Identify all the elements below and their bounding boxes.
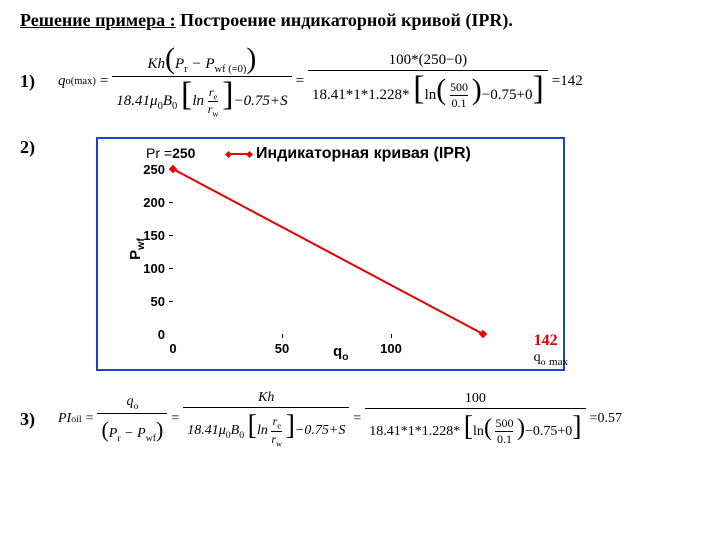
t: r — [117, 432, 120, 443]
eq1-lhs-sub: o(max) — [66, 76, 96, 87]
t: S — [280, 93, 288, 109]
row-eq3: 3) PIoil = qo (Pr − Pwf) = Kh 18.41μ0B0 … — [20, 389, 700, 449]
chart-title-text: Индикаторная кривая (IPR) — [256, 145, 471, 163]
t: ln — [192, 93, 204, 109]
xtick: 0 — [169, 341, 176, 356]
t: r — [184, 64, 188, 75]
t: Kh — [148, 56, 166, 72]
eq3-result: =0.57 — [590, 411, 622, 427]
eq3: PIoil = qo (Pr − Pwf) = Kh 18.41μ0B0 [ln… — [58, 389, 626, 449]
t: Kh — [254, 389, 278, 407]
t: 18.41*1*1.228* — [312, 87, 410, 103]
ytick: 50 — [135, 294, 165, 309]
title-rest: Построение индикаторной кривой (IPR). — [176, 10, 513, 30]
step3-label: 3) — [20, 409, 48, 430]
t: 500 — [495, 416, 513, 431]
pr-label: Pr =250 — [146, 145, 195, 161]
t: ln — [425, 87, 437, 103]
chart-title: Индикаторная кривая (IPR) — [228, 145, 471, 163]
plot-area: 250 200 150 100 50 0 0 50 100 — [173, 169, 483, 334]
ytick: 200 — [135, 195, 165, 210]
t: 0 — [172, 101, 177, 112]
qmax-label: 142 qo max — [534, 332, 568, 368]
t: 0.1 — [452, 96, 467, 111]
page-title: Решение примера : Построение индикаторно… — [20, 10, 700, 31]
eq1-frac1: Kh(Pr − Pwf (=0)) 18.41μ0B0 [ln rerw ]−0… — [112, 43, 291, 119]
t: P — [137, 426, 146, 441]
ytick: 100 — [135, 261, 165, 276]
data-point — [479, 330, 487, 338]
eq3-frac3: 100 18.41*1*1.228* [ln( 5000.1 )−0.75+0] — [365, 390, 585, 448]
step1-label: 1) — [20, 71, 48, 92]
t: oil — [71, 414, 81, 425]
ipr-chart: Pr =250 Индикаторная кривая (IPR) Pwf 25… — [96, 137, 565, 371]
ipr-line — [173, 169, 483, 334]
eq3-frac1: qo (Pr − Pwf) — [97, 393, 167, 446]
t: 100*(250−0) — [385, 51, 471, 70]
ytick: 150 — [135, 228, 165, 243]
eq1: qo(max) = Kh(Pr − Pwf (=0)) 18.41μ0B0 [l… — [58, 43, 587, 119]
ytick: 0 — [135, 327, 165, 342]
t: o — [133, 401, 138, 412]
t: S — [338, 423, 345, 438]
t: B — [163, 93, 172, 109]
eq3-lhs: PI — [58, 411, 71, 427]
t: 100 — [461, 390, 490, 408]
t: re — [209, 85, 217, 101]
t: −0.75+ — [234, 93, 281, 109]
t: 18.41*1*1.228* — [369, 424, 460, 439]
chart-svg — [173, 169, 483, 334]
t: 0 — [239, 430, 244, 441]
t: ln — [473, 424, 484, 439]
qmax-value: 142 — [534, 332, 558, 349]
eq1-lhs: q — [58, 73, 66, 90]
xtick: 50 — [275, 341, 289, 356]
eq3-frac2: Kh 18.41μ0B0 [ln rerw ]−0.75+S — [183, 389, 349, 449]
xtick: 100 — [380, 341, 402, 356]
ytick: 250 — [135, 162, 165, 177]
title-underline: Решение примера : — [20, 10, 176, 30]
t: rw — [208, 102, 219, 118]
t: B — [231, 423, 240, 438]
row-eq1: 1) qo(max) = Kh(Pr − Pwf (=0)) 18.41μ0B0… — [20, 43, 700, 119]
row-chart: 2) Pr =250 Индикаторная кривая (IPR) Pwf… — [20, 137, 700, 371]
t: −0.75+0 — [525, 424, 572, 439]
eq1-frac2: 100*(250−0) 18.41*1*1.228* [ln( 5000.1 )… — [308, 51, 548, 112]
t: 18.41μ — [116, 93, 157, 109]
t: wf (=0) — [214, 64, 246, 75]
t: 18.41μ — [187, 423, 226, 438]
t: rw — [271, 432, 282, 448]
t: P — [175, 56, 184, 72]
t: 500 — [450, 80, 468, 95]
x-axis-label: qo — [333, 343, 349, 363]
t: 0.1 — [497, 432, 512, 447]
step2-label: 2) — [20, 137, 48, 158]
t: ln — [257, 423, 268, 438]
t: −0.75+ — [295, 423, 338, 438]
legend-marker — [228, 153, 250, 155]
eq1-result: =142 — [552, 73, 583, 90]
t: wf — [146, 432, 156, 443]
t: re — [273, 414, 281, 430]
t: −0.75+0 — [482, 87, 533, 103]
